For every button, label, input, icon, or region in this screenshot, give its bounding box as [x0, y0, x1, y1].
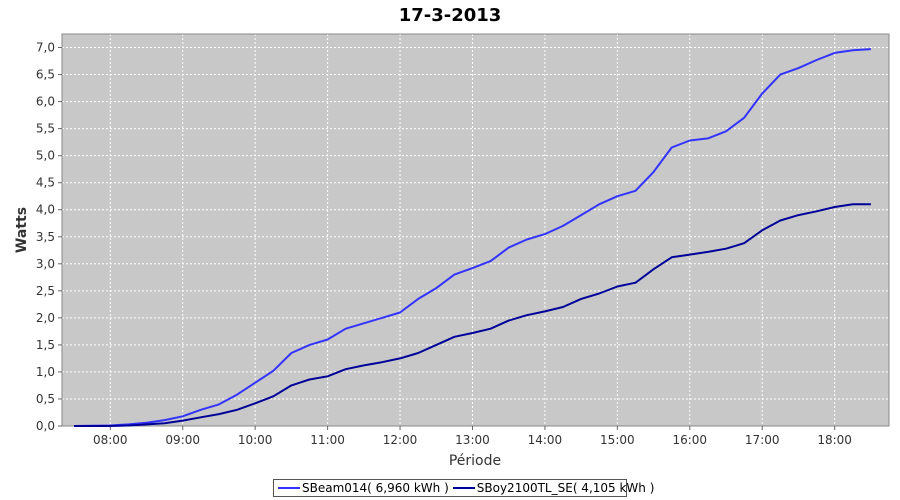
legend-label: SBeam014( 6,960 kWh )	[302, 481, 449, 495]
plot-border	[61, 33, 890, 427]
legend-swatch	[452, 487, 475, 489]
y-tick-label: 5,0	[36, 149, 55, 163]
x-tick-label: 08:00	[93, 433, 128, 447]
y-tick-label: 0,5	[36, 392, 55, 406]
x-tick-label: 18:00	[817, 433, 852, 447]
x-tick-label: 09:00	[165, 433, 200, 447]
y-tick-label: 5,5	[36, 122, 55, 136]
y-tick-label: 2,5	[36, 284, 55, 298]
legend-item-1: SBeam014( 6,960 kWh )	[278, 481, 449, 495]
x-tick-label: 12:00	[383, 433, 418, 447]
legend: SBeam014( 6,960 kWh ) SBoy2100TL_SE( 4,10…	[273, 479, 654, 497]
y-tick-label: 4,0	[36, 203, 55, 217]
plot-area	[62, 34, 889, 426]
y-tick-label: 1,5	[36, 338, 55, 352]
x-tick-label: 11:00	[310, 433, 345, 447]
y-axis-ticks: 0,0 0,5 1,0 1,5 2,0 2,5 3,0 3,5 4,0 4,5 5,0 5,5 6,0 6…	[36, 41, 62, 433]
series-lines	[74, 48, 871, 427]
legend-item-2: SBoy2100TL_SE( 4,105 kWh )	[452, 481, 655, 495]
y-tick-label: 4,5	[36, 176, 55, 190]
y-tick-label: 2,0	[36, 311, 55, 325]
y-tick-label: 3,5	[36, 230, 55, 244]
y-tick-label: 6,0	[36, 95, 55, 109]
x-tick-label: 14:00	[528, 433, 563, 447]
y-tick-label: 7,0	[36, 41, 55, 55]
y-tick-label: 3,0	[36, 257, 55, 271]
y-tick-label: 6,5	[36, 68, 55, 82]
series-line-2	[74, 203, 871, 427]
legend-swatch	[278, 487, 300, 489]
y-tick-label: 1,0	[36, 365, 55, 379]
grid-lines	[62, 34, 889, 427]
x-tick-label: 15:00	[600, 433, 635, 447]
y-tick-label: 0,0	[36, 419, 55, 433]
series-line-1	[74, 48, 871, 427]
x-tick-label: 10:00	[238, 433, 273, 447]
x-axis-ticks: 08:00 09:00 10:00 11:00 12:00 13:00 14:00 15:00…	[93, 426, 852, 447]
x-axis-label: Période	[449, 453, 501, 469]
x-tick-label: 13:00	[455, 433, 490, 447]
axes	[61, 33, 890, 427]
x-tick-label: 17:00	[745, 433, 780, 447]
legend-label: SBoy2100TL_SE( 4,105 kWh )	[476, 481, 655, 495]
chart-title: 17-3-2013	[399, 5, 502, 26]
x-tick-label: 16:00	[672, 433, 707, 447]
y-axis-label: Watts	[14, 207, 30, 253]
